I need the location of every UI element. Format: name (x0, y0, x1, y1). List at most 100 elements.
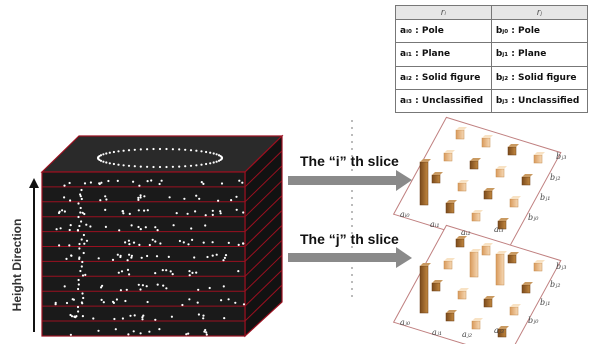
grid-bar-top (420, 263, 431, 266)
point (200, 150, 203, 153)
point (122, 149, 125, 152)
grid-bar (481, 137, 491, 148)
cube-top-face (40, 135, 284, 173)
point (186, 212, 189, 215)
point (137, 283, 140, 286)
grid-bar-top (482, 135, 493, 138)
point (80, 301, 83, 304)
point (122, 212, 125, 215)
point (70, 254, 73, 257)
point (130, 256, 133, 259)
point (121, 210, 124, 213)
point (79, 211, 82, 214)
point (65, 257, 68, 260)
point (104, 208, 107, 211)
legend-cell-a: aᵢ₁ : Plane (395, 42, 492, 67)
point (77, 287, 80, 291)
point (156, 229, 159, 232)
point (63, 196, 66, 199)
grid-bar (419, 265, 429, 314)
point (141, 316, 144, 319)
point (211, 241, 214, 244)
point (78, 247, 81, 250)
point (77, 283, 80, 286)
point (152, 147, 155, 151)
point (158, 147, 162, 151)
legend-cell-a: aᵢ₀ : Pole (395, 18, 492, 44)
point (57, 211, 61, 215)
point (154, 318, 157, 321)
grid-plane (392, 116, 562, 250)
arrow-slice-i (288, 170, 412, 191)
point (83, 212, 86, 216)
slice-line (244, 165, 283, 203)
point (155, 255, 159, 258)
point (126, 259, 129, 262)
point (235, 208, 238, 211)
grid-i-a-label: aᵢ₃ (494, 225, 504, 234)
grid-bar-top (444, 150, 455, 153)
grid-bar (455, 129, 465, 140)
point (125, 288, 128, 291)
point (222, 259, 225, 262)
point (83, 182, 87, 185)
grid-bar (509, 306, 519, 316)
point (165, 287, 168, 290)
grid-bar (507, 146, 517, 156)
grid-i-b-label: bⱼ₂ (550, 173, 561, 182)
grid-bar (445, 312, 455, 322)
grid-bar-top (484, 296, 495, 299)
point (70, 315, 74, 318)
point (234, 301, 237, 304)
point (146, 180, 149, 183)
point (100, 298, 103, 301)
point (58, 244, 61, 247)
point (196, 301, 199, 304)
point (121, 317, 124, 320)
point (187, 243, 190, 246)
point (99, 199, 102, 202)
point (68, 228, 71, 232)
point (68, 244, 71, 247)
point (69, 333, 72, 336)
grid-bar (443, 152, 453, 162)
point (104, 225, 107, 228)
point (171, 148, 174, 151)
point (97, 257, 100, 260)
point (54, 303, 57, 306)
cube-right-face (244, 134, 283, 338)
point (133, 314, 136, 317)
point (101, 284, 104, 287)
grid-bar-top (508, 144, 519, 147)
point (217, 199, 220, 202)
point (195, 164, 198, 167)
point (178, 148, 181, 151)
point (124, 241, 127, 244)
point (171, 273, 174, 276)
point (152, 165, 155, 169)
class-legend-table: rᵢ rⱼ aᵢ₀ : Pole bⱼ₀ : Pole aᵢ₁ : Plane … (395, 5, 589, 114)
point (215, 160, 218, 163)
grid-bar-top (470, 249, 481, 252)
grid-bar-top (522, 282, 533, 285)
grid-i-a-label: aᵢ₀ (400, 210, 410, 219)
grid-j-a-label: aⱼ₂ (462, 330, 473, 339)
point (117, 271, 120, 274)
point (156, 283, 159, 286)
point (143, 195, 146, 198)
point (204, 214, 207, 217)
point (78, 256, 81, 259)
point (222, 285, 225, 288)
height-direction-label: Height Direction (10, 218, 24, 312)
legend-cell-b: bⱼ₂ : Solid figure (490, 65, 589, 90)
grid-bar (455, 238, 465, 248)
point (191, 238, 194, 241)
point (114, 328, 117, 331)
grid-j-b-label: bⱼ₃ (556, 262, 567, 271)
grid-bar-top (472, 210, 483, 213)
grid-bar-top (482, 243, 493, 246)
point (189, 149, 193, 152)
point (154, 240, 157, 243)
point (81, 292, 84, 295)
